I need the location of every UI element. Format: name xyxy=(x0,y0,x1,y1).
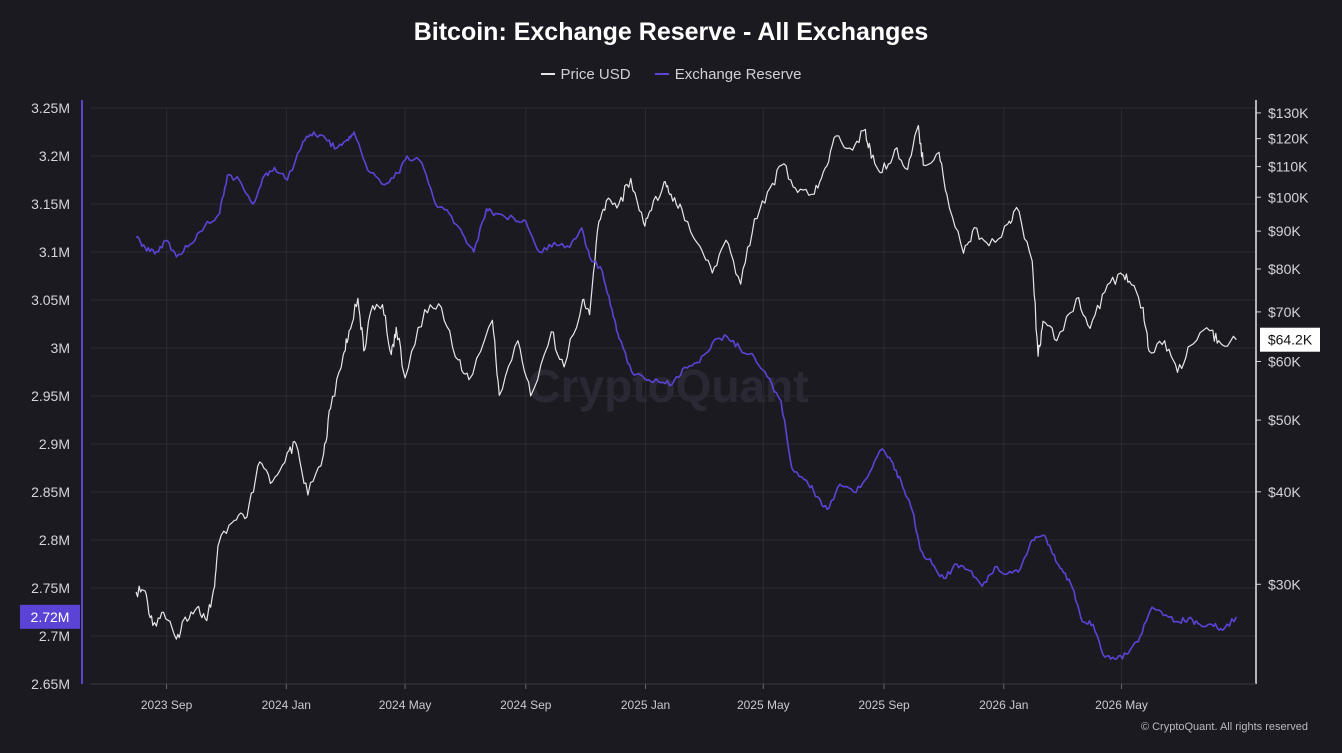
y-left-tick-label: 2.7M xyxy=(39,628,70,644)
legend-swatch-reserve xyxy=(654,73,669,75)
y-left-tick-label: 2.95M xyxy=(31,388,70,404)
y-right-tick-label: $90K xyxy=(1268,223,1301,239)
legend-label-price: Price USD xyxy=(560,65,631,83)
current-reserve-label: 2.72M xyxy=(31,609,70,625)
legend-item-reserve[interactable]: Exchange Reserve xyxy=(654,65,802,83)
legend-label-reserve: Exchange Reserve xyxy=(674,65,802,83)
copyright-footer: © CryptoQuant. All rights reserved xyxy=(1140,721,1308,733)
y-left-tick-label: 3.25M xyxy=(31,100,70,116)
current-reserve-badge xyxy=(20,604,80,629)
y-right-tick-label: $110K xyxy=(1268,159,1308,175)
x-tick-label: 2024 Jan xyxy=(262,698,311,712)
y-right-tick-label: $100K xyxy=(1268,189,1309,205)
current-price-label: $64.2K xyxy=(1268,332,1313,348)
x-tick-label: 2025 Sep xyxy=(858,698,910,712)
x-tick-label: 2026 Jan xyxy=(979,698,1028,712)
y-left-tick-label: 3.1M xyxy=(39,244,70,260)
watermark-text: CryptoQuant xyxy=(527,360,808,412)
series-lines xyxy=(135,124,1238,660)
axes xyxy=(81,100,1261,689)
x-tick-label: 2024 May xyxy=(379,698,432,712)
y-left-tick-label: 3.2M xyxy=(39,148,70,164)
grid-lines xyxy=(90,107,1256,685)
y-left-tick-label: 2.9M xyxy=(39,436,70,452)
y-right-tick-label: $60K xyxy=(1268,353,1301,369)
y-left-tick-label: 2.75M xyxy=(31,580,70,596)
y-left-tick-label: 3.05M xyxy=(31,292,70,308)
price-series-line xyxy=(135,124,1237,640)
x-tick-label: 2025 Jan xyxy=(621,698,670,712)
y-right-tick-label: $80K xyxy=(1268,261,1301,277)
y-left-tick-label: 3M xyxy=(51,340,70,356)
x-tick-label: 2025 May xyxy=(737,698,790,712)
y-right-tick-label: $40K xyxy=(1268,484,1301,500)
reserve-series-line xyxy=(135,131,1238,660)
chart-title: Bitcoin: Exchange Reserve - All Exchange… xyxy=(413,18,929,46)
x-tick-label: 2023 Sep xyxy=(141,698,193,712)
y-left-tick-label: 2.65M xyxy=(31,676,70,692)
x-tick-label: 2024 Sep xyxy=(500,698,552,712)
y-right-tick-label: $120K xyxy=(1268,131,1309,147)
y-right-tick-label: $30K xyxy=(1268,576,1301,592)
y-left-tick-label: 2.8M xyxy=(39,532,70,548)
legend-swatch-price xyxy=(540,73,555,75)
y-right-tick-label: $70K xyxy=(1268,304,1301,320)
current-price-badge xyxy=(1260,327,1320,352)
x-tick-label: 2026 May xyxy=(1095,698,1148,712)
y-right-tick-label: $50K xyxy=(1268,412,1301,428)
y-left-tick-label: 2.85M xyxy=(31,484,70,500)
y-right-tick-label: $130K xyxy=(1268,105,1309,121)
axis-labels: 3.25M 3.2M 3.15M 3.1M 3.05M 3M 2.95M 2.9M 2.85M 2… xyxy=(20,100,1320,712)
y-left-tick-label: 3.15M xyxy=(31,196,70,212)
chart-legend: Price USD Exchange Reserve xyxy=(0,62,1342,83)
legend-item-price[interactable]: Price USD xyxy=(540,65,631,83)
